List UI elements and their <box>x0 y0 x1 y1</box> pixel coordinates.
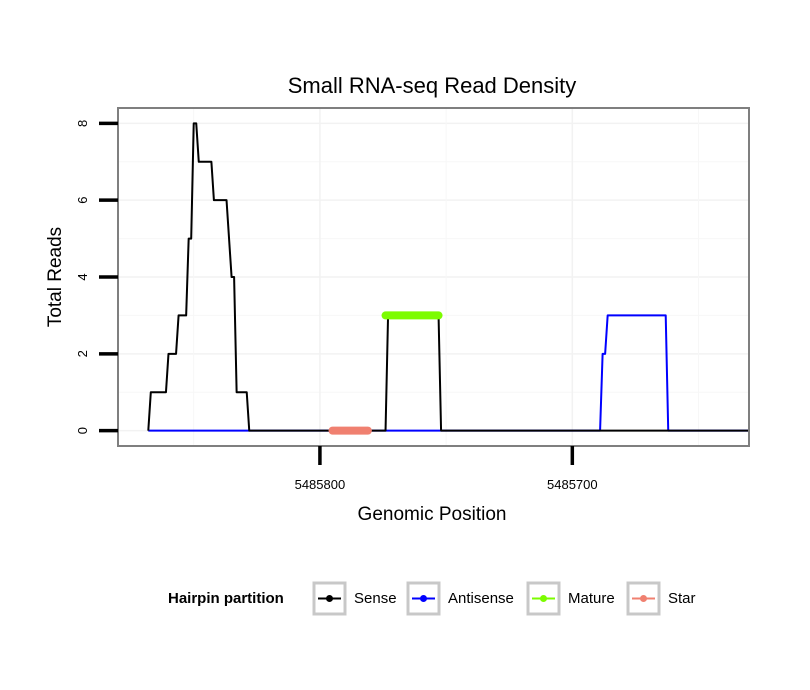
y-tick-label: 4 <box>75 273 90 280</box>
chart-title: Small RNA-seq Read Density <box>288 73 577 98</box>
y-tick-label: 2 <box>75 350 90 357</box>
legend-item-mature: Mature <box>526 581 615 616</box>
plot-panel <box>117 107 750 447</box>
legend-key-point <box>326 595 333 602</box>
legend-title: Hairpin partition <box>168 590 284 607</box>
legend-key-point <box>420 595 427 602</box>
legend-key-point <box>640 595 647 602</box>
legend-item-antisense: Antisense <box>406 581 514 616</box>
y-axis: 0 2 4 6 8 <box>75 120 118 434</box>
legend-item-sense: Sense <box>312 581 397 616</box>
legend-items: Sense Antisense Mature Star <box>312 581 696 616</box>
y-axis-title: Total Reads <box>45 227 66 327</box>
y-tick-label: 0 <box>75 427 90 434</box>
legend-key-point <box>540 595 547 602</box>
series-layer <box>147 122 749 435</box>
legend-label: Sense <box>354 590 397 607</box>
x-tick-label: 5485800 <box>295 477 346 492</box>
x-axis: 5485800 5485700 <box>295 446 598 492</box>
legend-key-box <box>526 581 561 616</box>
y-tick-label: 8 <box>75 120 90 127</box>
legend: Hairpin partition Sense Antisense Mature St… <box>168 581 696 616</box>
legend-label: Mature <box>568 590 615 607</box>
x-tick-label: 5485700 <box>547 477 598 492</box>
legend-label: Antisense <box>448 590 514 607</box>
x-axis-title: Genomic Position <box>358 504 507 525</box>
legend-item-star: Star <box>626 581 696 616</box>
y-tick-label: 6 <box>75 197 90 204</box>
legend-label: Star <box>668 590 696 607</box>
series-line-sense <box>147 122 749 432</box>
grid <box>118 108 749 446</box>
